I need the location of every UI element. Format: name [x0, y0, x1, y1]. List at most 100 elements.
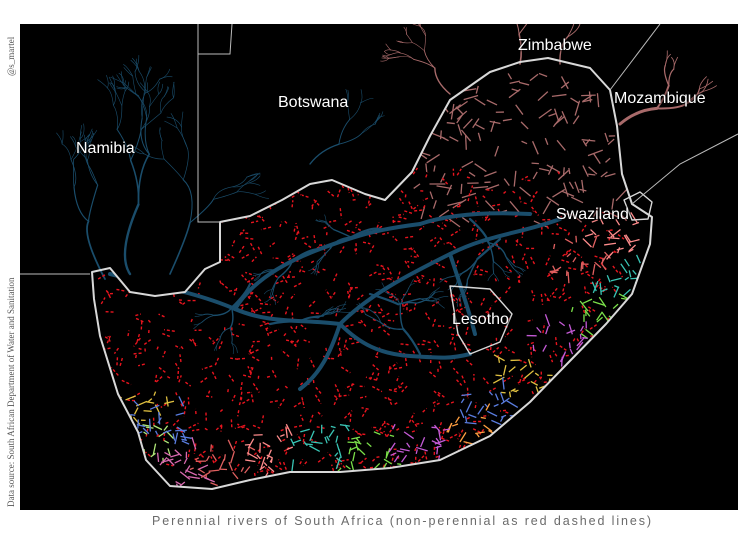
- perennial-catchment-river: [630, 212, 639, 224]
- non-perennial-river: [402, 293, 412, 296]
- non-perennial-river: [486, 304, 493, 315]
- perennial-catchment-river: [491, 419, 502, 426]
- botswana-river: [338, 119, 351, 145]
- non-perennial-river: [504, 286, 511, 294]
- limpopo-tributary: [518, 81, 530, 86]
- perennial-catchment-river: [403, 431, 415, 440]
- perennial-catchment-river: [143, 410, 152, 412]
- non-perennial-river: [572, 381, 577, 392]
- non-perennial-river: [272, 273, 278, 278]
- non-perennial-river: [147, 219, 154, 230]
- non-perennial-river: [236, 357, 246, 360]
- non-perennial-river: [330, 464, 335, 472]
- non-perennial-river: [135, 353, 138, 359]
- river-map: Namibia Botswana Zimbabwe Mozambique Swa…: [20, 24, 738, 510]
- non-perennial-river: [343, 410, 353, 419]
- namibia-river: [182, 179, 193, 224]
- orange-tributary: [505, 255, 517, 268]
- non-perennial-river: [254, 307, 262, 312]
- orange-river: [338, 322, 472, 360]
- perennial-catchment-river: [591, 219, 598, 223]
- non-perennial-river: [125, 443, 128, 450]
- non-perennial-river: [457, 309, 465, 317]
- namibia-river: [159, 128, 163, 141]
- non-perennial-river: [201, 365, 213, 370]
- perennial-catchment-river: [153, 424, 163, 431]
- non-perennial-river: [296, 358, 300, 370]
- non-perennial-river: [107, 335, 111, 342]
- non-perennial-river: [317, 411, 323, 417]
- namibia-river: [122, 82, 137, 96]
- non-perennial-river: [360, 457, 367, 464]
- non-perennial-river: [275, 177, 280, 185]
- non-perennial-river: [502, 375, 513, 383]
- perennial-catchment-river: [267, 466, 275, 473]
- non-perennial-river: [480, 296, 486, 306]
- non-perennial-river: [540, 293, 544, 305]
- perennial-catchment-river: [500, 416, 504, 422]
- south-africa-rivers: [94, 70, 648, 489]
- non-perennial-river: [171, 286, 175, 298]
- non-perennial-river: [239, 229, 245, 236]
- non-perennial-river: [569, 376, 577, 378]
- limpopo-tributary: [560, 81, 570, 89]
- non-perennial-river: [595, 281, 602, 288]
- non-perennial-river: [350, 188, 355, 198]
- orange-tributary: [515, 266, 526, 272]
- non-perennial-river: [132, 352, 142, 355]
- non-perennial-river: [532, 294, 536, 302]
- non-perennial-river: [161, 332, 171, 338]
- orange-tributary: [229, 327, 233, 344]
- non-perennial-river: [332, 394, 338, 399]
- orange-tributary: [213, 339, 221, 351]
- non-perennial-river: [583, 286, 587, 294]
- non-perennial-river: [543, 292, 550, 301]
- perennial-catchment-river: [508, 366, 516, 373]
- botswana-river: [309, 143, 340, 165]
- non-perennial-river: [269, 242, 276, 248]
- perennial-catchment-river: [182, 432, 187, 440]
- perennial-catchment-river: [592, 264, 596, 276]
- non-perennial-river: [347, 187, 350, 194]
- perennial-catchment-river: [580, 333, 589, 339]
- non-perennial-river: [337, 337, 341, 348]
- namibia-river: [135, 94, 148, 119]
- perennial-catchment-river: [260, 456, 266, 470]
- orange-tributary: [456, 294, 461, 307]
- non-perennial-river: [596, 451, 602, 455]
- non-perennial-river: [394, 401, 400, 405]
- non-perennial-river: [325, 289, 332, 299]
- non-perennial-river: [116, 357, 119, 367]
- zimbabwe-mozambique-border: [609, 24, 661, 91]
- non-perennial-river: [121, 379, 132, 386]
- non-perennial-river: [294, 231, 299, 241]
- namibia-river: [161, 140, 165, 160]
- non-perennial-river: [563, 296, 572, 302]
- zimbabwe-river: [518, 24, 528, 35]
- namibia-river: [137, 153, 151, 206]
- non-perennial-river: [105, 203, 113, 207]
- orange-tributary: [263, 289, 273, 295]
- non-perennial-river: [119, 357, 124, 368]
- non-perennial-river: [418, 225, 425, 231]
- author-credit: @s_martel: [6, 36, 16, 76]
- non-perennial-river: [604, 403, 608, 408]
- non-perennial-river: [312, 268, 321, 274]
- non-perennial-river: [140, 235, 147, 243]
- orange-tributary: [326, 306, 334, 311]
- non-perennial-river: [562, 406, 567, 412]
- perennial-catchment-river: [542, 344, 547, 352]
- namibia-river: [125, 87, 139, 96]
- non-perennial-river: [215, 424, 223, 431]
- non-perennial-river: [423, 449, 428, 460]
- non-perennial-river: [404, 356, 408, 367]
- namibia-river: [232, 176, 248, 188]
- non-perennial-river: [426, 462, 432, 468]
- non-perennial-river: [503, 190, 508, 194]
- non-perennial-river: [408, 412, 415, 423]
- non-perennial-river: [127, 432, 133, 439]
- non-perennial-river: [178, 375, 182, 383]
- non-perennial-river: [571, 426, 574, 434]
- orange-tributary: [194, 314, 204, 317]
- botswana-river: [374, 112, 381, 125]
